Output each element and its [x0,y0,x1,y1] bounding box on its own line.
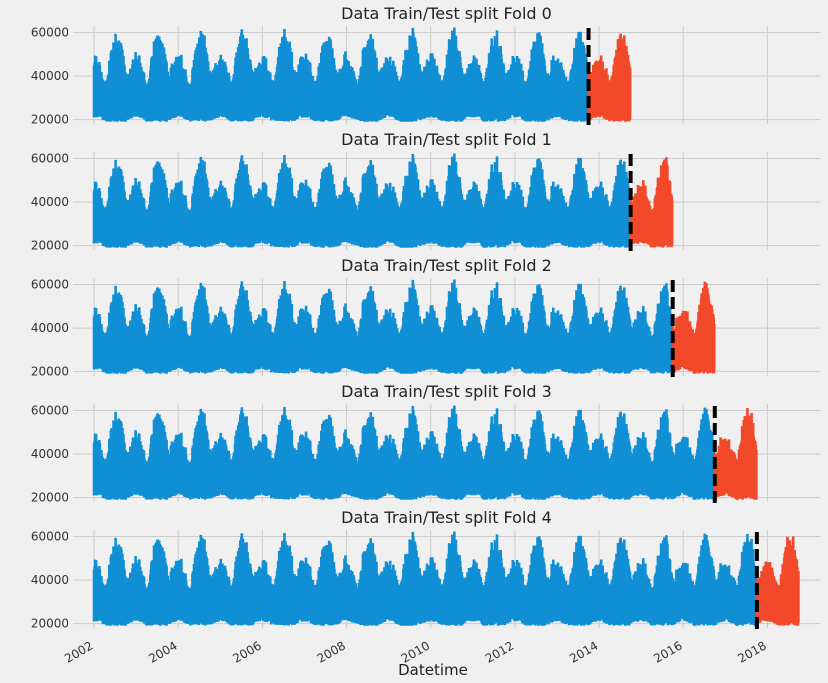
fold-panel-1: 20000 40000 60000 Data Train/Test split Fol… [31,130,820,254]
x-axis-label: Datetime [398,661,468,679]
y-tick-label: 40000 [31,195,69,209]
y-tick-label: 40000 [31,447,69,461]
x-tick-label: 2018 [735,638,768,665]
y-tick-label: 20000 [31,491,69,505]
y-tick-label: 20000 [31,239,69,253]
y-tick-label: 60000 [31,404,69,418]
x-tick-label: 2002 [62,638,95,665]
y-tick-label: 20000 [31,365,69,379]
y-tick-label: 60000 [31,152,69,166]
x-tick-label: 2014 [567,638,600,665]
y-tick-label: 40000 [31,321,69,335]
y-tick-label: 20000 [31,617,69,631]
x-tick-label: 2004 [146,638,179,665]
y-tick-label: 40000 [31,573,69,587]
test-series [587,33,632,122]
train-series [92,531,758,626]
train-series [92,405,716,500]
fold-panel-4: 20000 40000 60000 Data Train/Test split Fol… [31,508,820,632]
panel-title: Data Train/Test split Fold 4 [341,508,552,527]
train-series [92,279,674,374]
panel-title: Data Train/Test split Fold 0 [341,4,552,23]
test-series [755,536,800,626]
panel-title: Data Train/Test split Fold 3 [341,382,552,401]
y-tick-label: 60000 [31,278,69,292]
y-tick-label: 20000 [31,113,69,127]
train-series [92,153,632,248]
x-tick-label: 2006 [230,638,263,665]
fold-panel-3: 20000 40000 60000 Data Train/Test split Fol… [31,382,820,506]
y-tick-label: 40000 [31,69,69,83]
x-tick-label: 2016 [651,638,684,665]
fold-panel-2: 20000 40000 60000 Data Train/Test split Fol… [31,256,820,380]
y-tick-label: 60000 [31,530,69,544]
x-tick-label: 2008 [315,638,348,665]
panel-title: Data Train/Test split Fold 2 [341,256,552,275]
x-axis: 2002 2004 2006 2008 2010 2012 2014 2016 2018 Dat… [62,638,769,679]
panel-title: Data Train/Test split Fold 1 [341,130,552,149]
x-tick-label: 2012 [483,638,516,665]
fold-panel-0: 20000 40000 60000 Data Train/Test split Fol… [31,4,820,128]
train-series [92,27,590,122]
y-tick-label: 60000 [31,26,69,40]
